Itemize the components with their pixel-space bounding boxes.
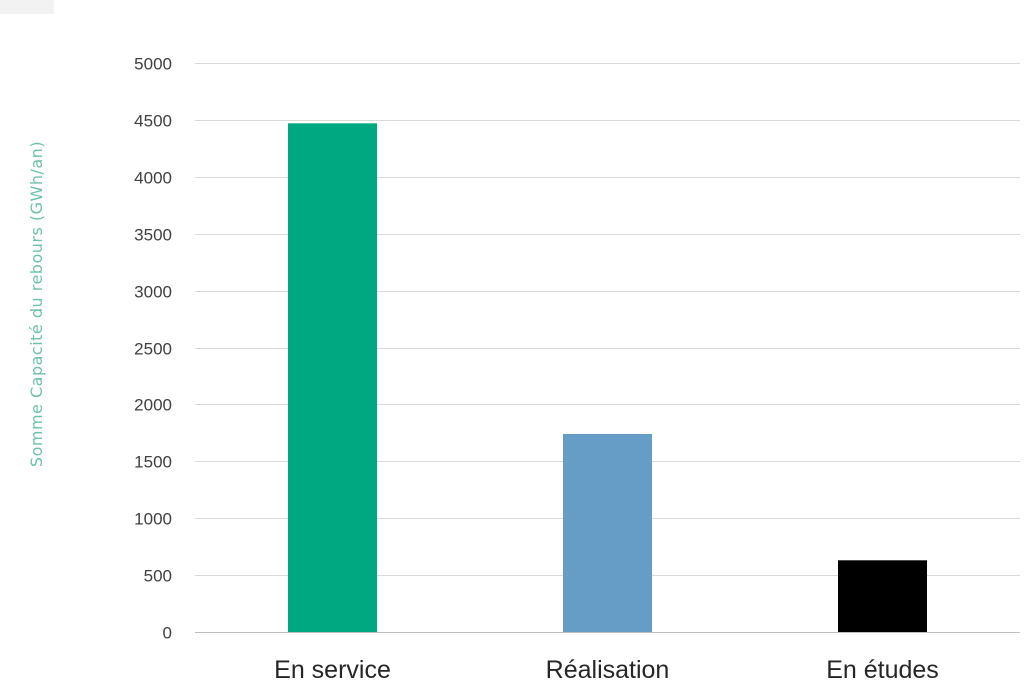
y-tick-label: 3500 — [134, 226, 172, 245]
y-tick-label: 0 — [163, 624, 172, 643]
y-tick-label: 4000 — [134, 169, 172, 188]
bar-en-service — [288, 123, 377, 633]
x-tick-label: En service — [274, 656, 391, 684]
y-axis-ticks: 0 500 1000 1500 2000 2500 3000 3500 4000 4500 5000 — [134, 55, 172, 643]
y-axis-title: Somme Capacité du rebours (GWh/an) — [27, 141, 46, 467]
y-tick-label: 1500 — [134, 453, 172, 472]
x-tick-label: En études — [826, 656, 939, 684]
y-tick-label: 3000 — [134, 283, 172, 302]
corner-tab — [0, 0, 54, 14]
x-tick-label: Réalisation — [546, 656, 670, 684]
y-tick-label: 2500 — [134, 340, 172, 359]
y-tick-label: 2000 — [134, 396, 172, 415]
y-tick-label: 500 — [144, 567, 172, 586]
x-axis-ticks: En service Réalisation En études — [274, 656, 939, 684]
bars — [288, 123, 927, 633]
bar-r-alisation — [563, 433, 652, 632]
y-tick-label: 1000 — [134, 510, 172, 529]
y-tick-label: 4500 — [134, 112, 172, 131]
y-tick-label: 5000 — [134, 55, 172, 74]
bar-en-tudes — [838, 560, 927, 632]
